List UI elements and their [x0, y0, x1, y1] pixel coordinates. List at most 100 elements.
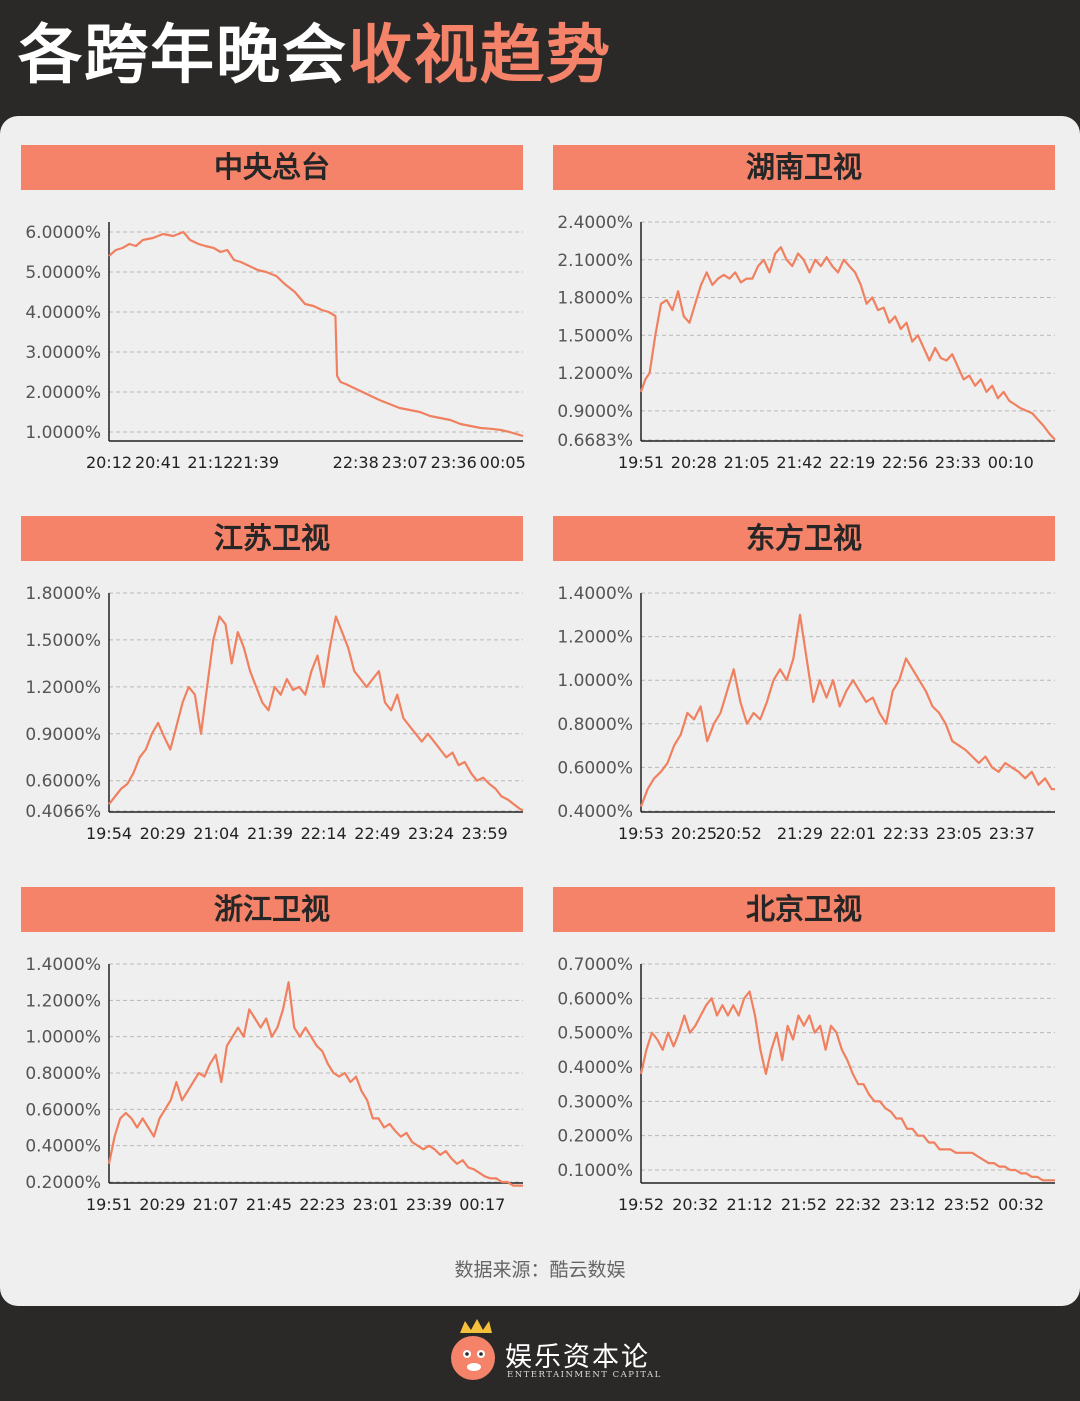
y-tick-label: 0.3000% [557, 1092, 633, 1112]
x-tick-label: 23:39 [406, 1195, 452, 1214]
y-tick-label: 0.6000% [25, 772, 101, 792]
y-tick-label: 0.6000% [25, 1100, 101, 1120]
x-tick-label: 23:52 [944, 1195, 990, 1214]
y-tick-label: 0.4000% [557, 802, 633, 822]
x-tick-label: 23:59 [462, 824, 508, 843]
x-tick-label: 22:33 [883, 824, 929, 843]
x-tick-label: 21:42 [776, 453, 822, 472]
y-tick-label: 1.8000% [25, 584, 101, 604]
x-tick-label: 19:53 [618, 824, 664, 843]
x-tick-label: 21:52 [781, 1195, 827, 1214]
x-tick-label: 23:12 [889, 1195, 935, 1214]
series-line [639, 246, 1056, 441]
y-tick-label: 6.0000% [25, 223, 101, 243]
chart-title: 中央总台 [21, 145, 523, 190]
x-tick-label: 22:56 [882, 453, 928, 472]
x-tick-label: 23:24 [408, 824, 454, 843]
y-tick-label: 0.1000% [557, 1161, 633, 1181]
y-tick-label: 0.8000% [557, 715, 633, 735]
x-tick-label: 21:04 [193, 824, 239, 843]
y-tick-label: 2.1000% [557, 251, 633, 271]
x-tick-label: 20:41 [135, 453, 181, 472]
x-tick-label: 23:07 [382, 453, 428, 472]
x-tick-label: 22:01 [830, 824, 876, 843]
series-line [639, 613, 1055, 807]
title-part-1: 各跨年晚会 [18, 19, 348, 93]
brand-name: 娱乐资本论 [505, 1342, 650, 1373]
y-tick-label: 1.2000% [25, 991, 101, 1011]
x-tick-label: 20:25 [671, 824, 717, 843]
y-tick-label: 0.9000% [25, 725, 101, 745]
y-tick-label: 1.0000% [25, 423, 101, 443]
y-tick-label: 2.0000% [25, 383, 101, 403]
chart-panel-zhejiang: 浙江卫视 1.4000% 1.2000% 1.0000% 0.8000% 0.6000%… [21, 887, 523, 1217]
x-tick-label: 22:38 [333, 453, 379, 472]
y-tick-label: 0.6000% [557, 989, 633, 1009]
y-tick-label: 1.2000% [25, 678, 101, 698]
x-tick-label: 21:12 [187, 453, 233, 472]
chart-panel-hunan: 湖南卫视 2.4000% 2.1000% 1.8000% 1.5000% 1.2000%… [553, 145, 1056, 475]
x-tick-label: 20:29 [140, 824, 186, 843]
chart-panel-jiangsu: 江苏卫视 1.8000% 1.5000% 1.2000% 0.9000% 0.6000%… [21, 516, 524, 846]
x-tick-label: 21:39 [233, 453, 279, 472]
y-tick-label: 0.2000% [557, 1127, 633, 1147]
line-chart: 1.4000% 1.2000% 1.0000% 0.8000% 0.6000% 0.400… [25, 955, 523, 1214]
x-tick-label: 21:07 [193, 1195, 239, 1214]
x-tick-label: 21:39 [247, 824, 293, 843]
y-tick-label: 1.8000% [557, 289, 633, 309]
x-tick-label: 20:52 [716, 824, 762, 843]
y-tick-label: 0.5000% [557, 1024, 633, 1044]
y-tick-label: 0.2000% [25, 1173, 101, 1193]
x-tick-label: 23:05 [936, 824, 982, 843]
chart-panel-cctv: 中央总台 6.0000% 5.0000% 4.0000% 3.0000% 2.0000%… [21, 145, 526, 475]
x-tick-label: 23:01 [353, 1195, 399, 1214]
line-chart: 1.4000% 1.2000% 1.0000% 0.8000% 0.6000% 0.400… [557, 584, 1055, 843]
y-tick-label: 1.4000% [557, 584, 633, 604]
y-tick-label: 3.0000% [25, 343, 101, 363]
x-tick-label: 22:14 [301, 824, 347, 843]
x-tick-label: 21:05 [724, 453, 770, 472]
brand-subtitle: ENTERTAINMENT CAPITAL [507, 1370, 662, 1380]
series-line [108, 615, 524, 812]
line-chart: 2.4000% 2.1000% 1.8000% 1.5000% 1.2000% 0.900… [557, 213, 1056, 472]
x-tick-label: 00:10 [988, 453, 1034, 472]
y-tick-label: 0.4066% [25, 802, 101, 822]
y-tick-label: 1.2000% [557, 364, 633, 384]
x-tick-label: 19:54 [86, 824, 132, 843]
y-tick-label: 1.2000% [557, 628, 633, 648]
series-line [108, 230, 524, 438]
y-tick-label: 1.0000% [557, 671, 633, 691]
x-tick-label: 22:19 [829, 453, 875, 472]
y-tick-label: 5.0000% [25, 263, 101, 283]
series-line [639, 990, 1055, 1182]
x-tick-label: 22:32 [835, 1195, 881, 1214]
y-tick-label: 0.4000% [25, 1137, 101, 1157]
x-tick-label: 21:12 [727, 1195, 773, 1214]
chart-panel-dongfang: 东方卫视 1.4000% 1.2000% 1.0000% 0.8000% 0.6000%… [553, 516, 1055, 846]
page-title: 各跨年晚会收视趋势 [18, 6, 612, 106]
data-source: 数据来源：酷云数娱 [454, 1259, 626, 1281]
x-tick-label: 23:37 [989, 824, 1035, 843]
y-tick-label: 1.5000% [557, 326, 633, 346]
y-tick-label: 0.4000% [557, 1058, 633, 1078]
y-tick-label: 0.6683% [557, 431, 633, 451]
x-tick-label: 00:05 [480, 453, 526, 472]
x-tick-label: 20:28 [671, 453, 717, 472]
x-tick-label: 20:12 [86, 453, 132, 472]
x-tick-label: 22:23 [299, 1195, 345, 1214]
mascot-logo-icon [451, 1319, 495, 1380]
y-tick-label: 2.4000% [557, 213, 633, 233]
y-tick-label: 4.0000% [25, 303, 101, 323]
x-tick-label: 00:17 [459, 1195, 505, 1214]
chart-panel-beijing: 北京卫视 0.7000% 0.6000% 0.5000% 0.4000% 0.3000%… [553, 887, 1055, 1217]
x-tick-label: 21:29 [777, 824, 823, 843]
x-tick-label: 21:45 [246, 1195, 292, 1214]
chart-title: 东方卫视 [553, 516, 1055, 561]
line-chart: 1.8000% 1.5000% 1.2000% 0.9000% 0.6000% 0.406… [25, 584, 524, 843]
chart-title: 北京卫视 [553, 887, 1055, 932]
x-tick-label: 23:36 [431, 453, 477, 472]
y-tick-label: 0.8000% [25, 1064, 101, 1084]
x-tick-label: 19:51 [86, 1195, 132, 1214]
y-tick-label: 0.6000% [557, 758, 633, 778]
x-tick-label: 22:49 [354, 824, 400, 843]
